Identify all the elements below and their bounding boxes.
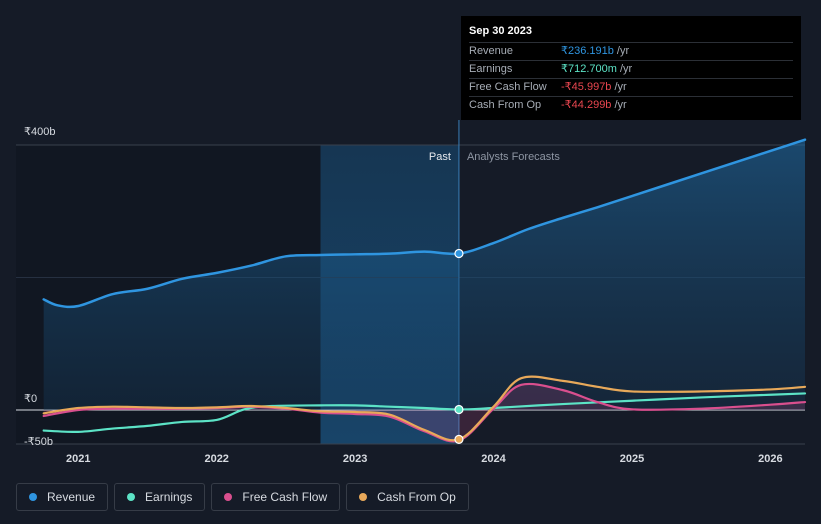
forecast-label: Analysts Forecasts [467, 151, 560, 163]
legend-item-free-cash-flow[interactable]: Free Cash Flow [211, 483, 341, 511]
earnings-line [42, 392, 807, 434]
legend-item-revenue[interactable]: Revenue [16, 483, 109, 511]
cash-from-op-point [454, 434, 464, 444]
free-cash-flow-area [43, 383, 806, 442]
tooltip-unit: /yr [614, 99, 627, 111]
legend-dot-icon [224, 493, 233, 501]
tooltip-row-earnings: Earnings ₹712.700m /yr [469, 61, 793, 79]
legend-dot-icon [127, 493, 136, 501]
y-tick-label: -₹50b [24, 436, 53, 448]
x-tick-label: 2021 [66, 453, 90, 465]
tooltip-date: Sep 30 2023 [469, 24, 793, 43]
tooltip-label: Cash From Op [469, 99, 542, 111]
tooltip-unit: /yr [614, 81, 627, 93]
x-tick-label: 2025 [620, 453, 644, 465]
tooltip-value: -₹44.299b [561, 99, 612, 111]
tooltip-unit: /yr [616, 45, 630, 57]
legend-label: Cash From Op [377, 490, 456, 504]
cash-from-op-line [42, 375, 807, 442]
legend: Revenue Earnings Free Cash Flow Cash Fro… [16, 483, 469, 511]
x-tick-label: 2022 [204, 453, 228, 465]
tooltip-value: ₹236.191b [561, 45, 614, 57]
tooltip-label: Earnings [469, 63, 513, 75]
y-tick-label: ₹0 [24, 393, 37, 405]
x-tick-label: 2023 [343, 453, 367, 465]
tooltip-row-revenue: Revenue ₹236.191b /yr [469, 43, 793, 61]
legend-label: Free Cash Flow [242, 490, 328, 504]
tooltip-unit: /yr [619, 63, 633, 75]
x-tick-label: 2024 [481, 453, 506, 465]
revenue-point [454, 248, 464, 259]
tooltip-row-free-cash-flow: Free Cash Flow -₹45.997b /yr [469, 79, 793, 97]
legend-label: Earnings [145, 490, 193, 504]
legend-dot-icon [29, 493, 37, 501]
tooltip-label: Free Cash Flow [469, 81, 547, 93]
earnings-point [454, 404, 464, 415]
tooltip-value: ₹712.700m [561, 63, 617, 75]
past-label: Past [429, 151, 451, 163]
legend-dot-icon [359, 493, 368, 501]
tooltip-value: -₹45.997b [561, 81, 612, 93]
tooltip-label: Revenue [469, 45, 514, 57]
legend-item-earnings[interactable]: Earnings [114, 483, 206, 511]
legend-label: Revenue [47, 490, 96, 504]
tooltip-row-cash-from-op: Cash From Op -₹44.299b /yr [469, 97, 793, 114]
tooltip: Sep 30 2023 Revenue ₹236.191b /yr Earnin… [461, 16, 801, 120]
revenue-area [43, 139, 806, 410]
legend-item-cash-from-op[interactable]: Cash From Op [346, 483, 469, 511]
y-tick-label: ₹400b [24, 126, 55, 138]
revenue-line [42, 138, 807, 309]
x-tick-label: 2026 [758, 453, 782, 465]
